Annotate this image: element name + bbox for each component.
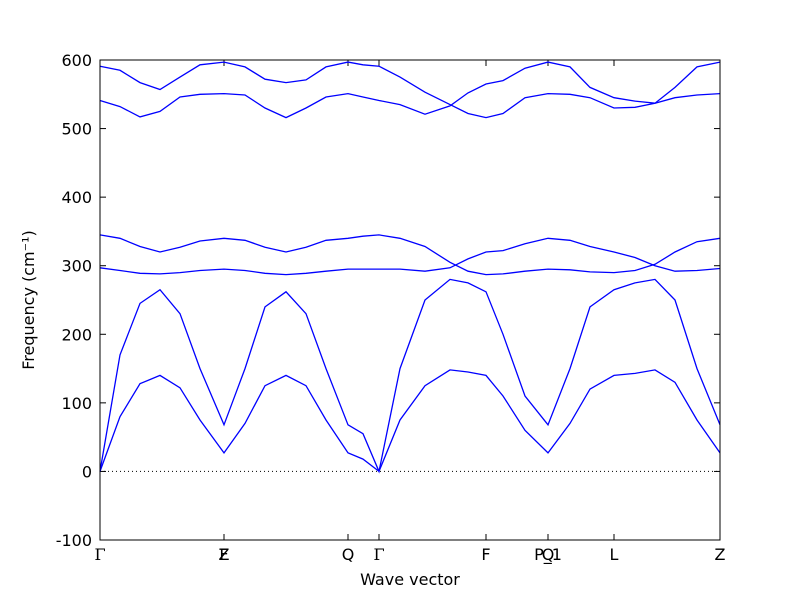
y-axis-label: Frequency (cm⁻¹)	[19, 230, 38, 369]
x-tick-label: L	[610, 545, 619, 564]
plot-frame	[99, 59, 721, 541]
y-tick-label: 500	[61, 120, 92, 139]
x-tick-label: F	[481, 545, 490, 564]
x-tick-label: Q	[342, 545, 355, 564]
x-tick-label: Γ	[94, 545, 105, 564]
y-tick-label: -100	[56, 531, 92, 550]
y-tick-label: 0	[82, 462, 92, 481]
band-line	[99, 278, 721, 474]
y-tick-label: 400	[61, 188, 92, 207]
band-line	[99, 237, 721, 276]
band-line	[99, 234, 721, 276]
x-tick-label: F	[219, 545, 228, 564]
band-line	[99, 61, 721, 119]
band-line	[99, 61, 721, 119]
y-tick-label: 600	[61, 51, 92, 70]
band-line	[99, 369, 721, 473]
y-tick-label: 100	[61, 394, 92, 413]
x-tick-label: Z	[219, 545, 230, 564]
y-tick-label: 300	[61, 257, 92, 276]
x-tick-label: Z	[715, 545, 726, 564]
x-axis-label: Wave vector	[360, 570, 460, 589]
y-tick-label: 200	[61, 325, 92, 344]
x-tick-label: P_1	[534, 545, 562, 565]
x-tick-label: Q	[542, 545, 555, 564]
x-tick-label: Γ	[373, 545, 384, 564]
